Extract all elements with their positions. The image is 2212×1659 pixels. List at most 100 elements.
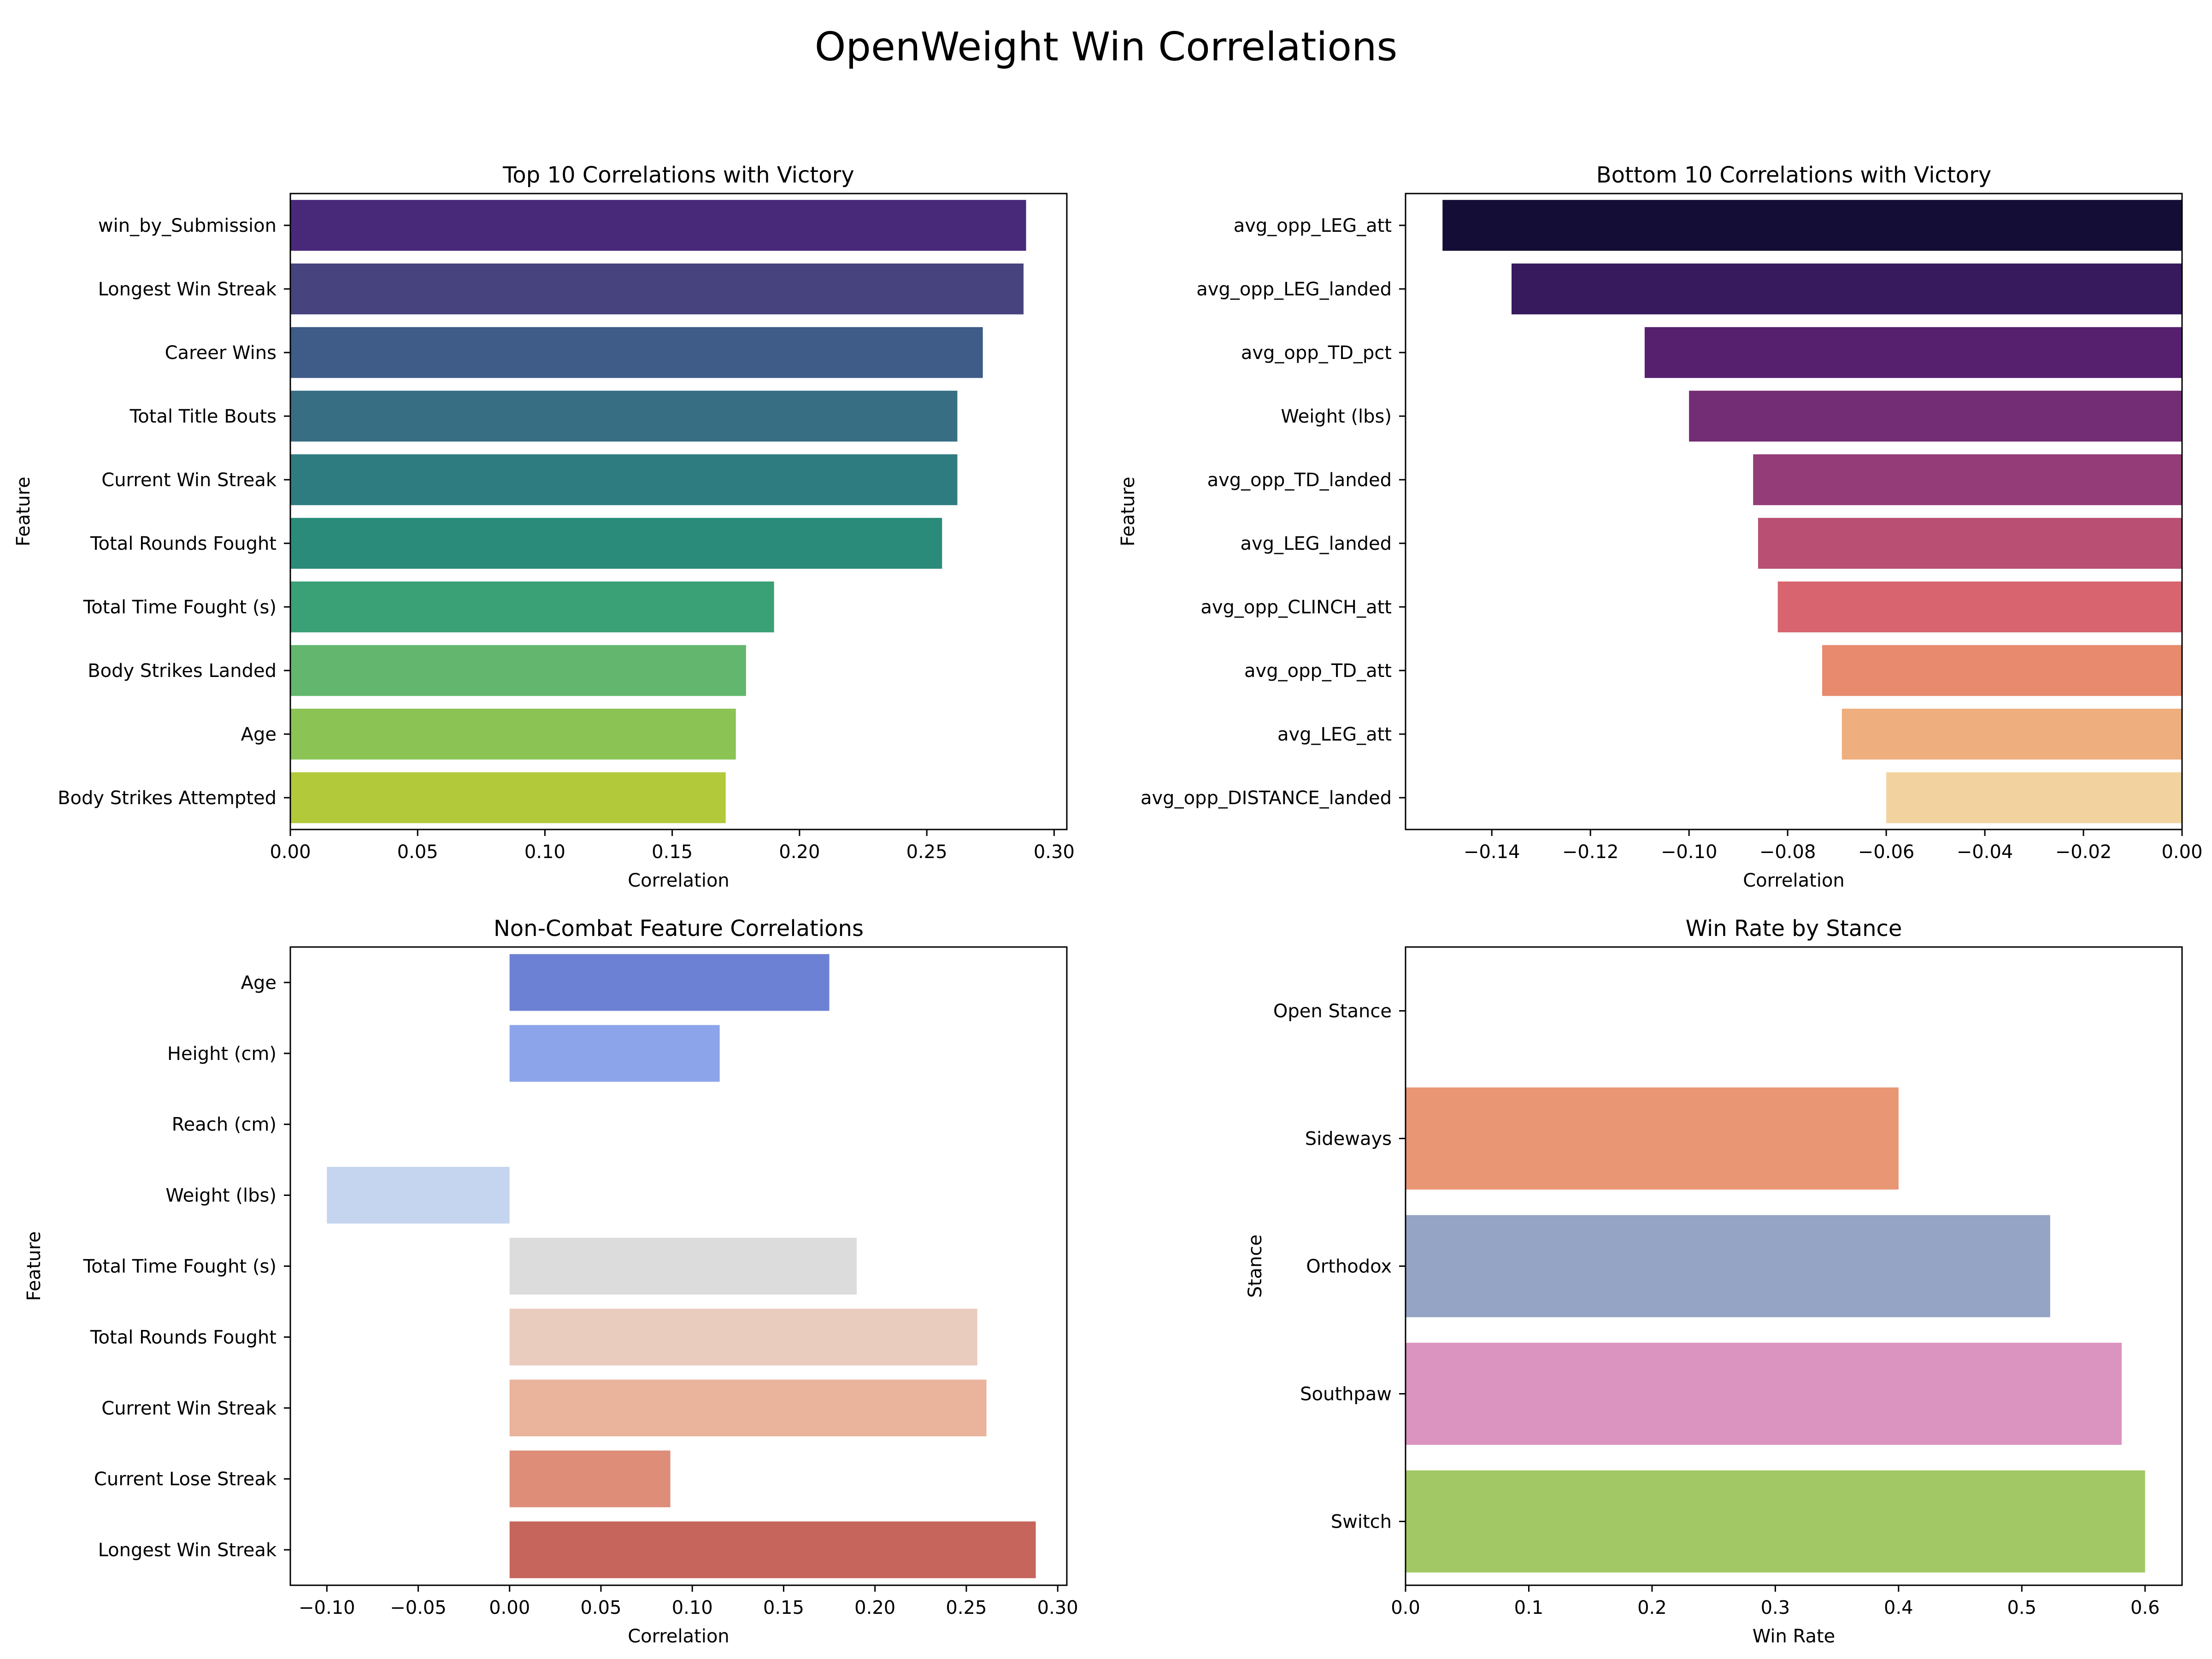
y-axis-label: Stance (1245, 1235, 1266, 1298)
bar-total-time-fought-s (509, 1237, 857, 1295)
non-combat-correlations-panel: Age Height (cm) Reach (cm) Weight (lbs) Tota… (24, 916, 1078, 1647)
y-tick-label: Current Lose Streak (94, 1469, 277, 1490)
bar-age (509, 954, 830, 1011)
y-tick-label: Weight (lbs) (165, 1185, 276, 1206)
bar-current-lose-streak (509, 1450, 671, 1507)
bar-avg-leg-landed (1758, 518, 2182, 569)
subplot-title: Top 10 Correlations with Victory (502, 162, 854, 188)
x-tick-label: 0.00 (270, 841, 311, 863)
y-tick-label: avg_opp_CLINCH_att (1200, 597, 1392, 618)
x-tick-label: 0.1 (1514, 1597, 1544, 1618)
y-tick-label: Orthodox (1306, 1256, 1392, 1277)
y-tick-label: Total Rounds Fought (90, 533, 276, 554)
x-tick-label: 0.30 (1037, 1597, 1078, 1618)
x-tick-label: 0.25 (906, 841, 947, 863)
y-tick-label: Age (241, 724, 276, 745)
y-tick-label: win_by_Submission (98, 215, 276, 236)
y-tick-label: Total Time Fought (s) (83, 1256, 276, 1277)
x-tick-label: −0.02 (2055, 841, 2112, 863)
y-tick-label: avg_opp_LEG_landed (1196, 279, 1392, 300)
bar-body-strikes-attempted (290, 772, 726, 824)
bar-total-rounds-fought (290, 518, 942, 569)
x-tick-label: 0.5 (2007, 1597, 2036, 1618)
bar-switch (1406, 1470, 2145, 1573)
x-tick-label: −0.06 (1858, 841, 1915, 863)
y-tick-label: Body Strikes Landed (88, 660, 276, 682)
subplot-title: Bottom 10 Correlations with Victory (1596, 162, 1992, 188)
y-tick-label: avg_opp_LEG_att (1234, 215, 1392, 236)
y-tick-label: Total Time Fought (s) (83, 597, 276, 618)
bar-total-rounds-fought (509, 1308, 977, 1365)
y-tick-label: Total Rounds Fought (90, 1327, 276, 1348)
y-tick-label: avg_opp_DISTANCE_landed (1141, 788, 1392, 809)
x-tick-label: 0.4 (1884, 1597, 1913, 1618)
bar-win-by-submission (290, 200, 1026, 251)
bar-avg-leg-att (1841, 708, 2182, 760)
y-tick-label: Open Stance (1273, 1001, 1392, 1022)
win-rate-by-stance-panel: Open Stance Sideways Orthodox Southpaw Switc… (1245, 916, 2183, 1647)
bar-current-win-streak (509, 1379, 987, 1436)
bar-body-strikes-landed (290, 645, 746, 696)
bar-avg-opp-clinch-att (1777, 581, 2182, 633)
x-axis-label: Correlation (1743, 870, 1845, 891)
top-correlations-panel: win_by_Submission Longest Win Streak Caree… (13, 162, 1075, 891)
y-tick-label: Body Strikes Attempted (58, 788, 276, 809)
y-tick-label: Total Title Bouts (129, 406, 276, 427)
y-tick-label: avg_LEG_landed (1241, 533, 1392, 554)
bar-age (290, 708, 736, 760)
bar-sideways (1406, 1087, 1899, 1190)
y-tick-label: Longest Win Streak (98, 279, 277, 300)
y-tick-label: Height (cm) (167, 1043, 276, 1065)
axes-frame (289, 193, 1068, 830)
x-tick-label: −0.05 (390, 1597, 447, 1618)
y-tick-label: Longest Win Streak (98, 1540, 277, 1561)
bar-avg-opp-leg-landed (1512, 263, 2182, 315)
bar-avg-opp-leg-att (1442, 200, 2182, 251)
bar-orthodox (1406, 1215, 2050, 1318)
x-tick-label: 0.10 (672, 1597, 713, 1618)
bar-longest-win-streak (509, 1521, 1036, 1578)
x-tick-label: 0.3 (1761, 1597, 1790, 1618)
bar-weight-lbs (327, 1167, 510, 1224)
x-tick-label: 0.10 (524, 841, 565, 863)
y-axis-label: Feature (1118, 477, 1139, 546)
x-tick-label: −0.10 (1661, 841, 1718, 863)
axes-frame (289, 946, 1068, 1586)
x-axis-label: Correlation (628, 1626, 729, 1647)
y-tick-label: avg_opp_TD_att (1244, 660, 1392, 682)
y-tick-label: Southpaw (1300, 1384, 1392, 1405)
bar-avg-opp-td-pct (1644, 327, 2182, 378)
x-tick-label: 0.15 (763, 1597, 804, 1618)
x-tick-label: −0.08 (1759, 841, 1816, 863)
x-tick-label: −0.14 (1464, 841, 1520, 863)
subplot-title: Win Rate by Stance (1686, 916, 1902, 941)
y-tick-label: Career Wins (165, 342, 276, 364)
x-tick-label: −0.04 (1957, 841, 2013, 863)
bar-total-time-fought-s (290, 581, 774, 633)
y-tick-label: Sideways (1305, 1129, 1392, 1150)
bar-current-win-streak (290, 454, 958, 506)
axes-frame (1405, 946, 2183, 1586)
y-tick-label: avg_opp_TD_pct (1241, 342, 1392, 364)
y-tick-label: Age (241, 972, 276, 994)
bar-height-cm (509, 1025, 720, 1082)
y-tick-label: Reach (cm) (172, 1114, 276, 1135)
bar-weight-lbs (1689, 390, 2182, 442)
x-tick-label: 0.6 (2130, 1597, 2160, 1618)
x-tick-label: 0.25 (946, 1597, 987, 1618)
x-tick-label: 0.05 (580, 1597, 621, 1618)
bar-avg-opp-td-landed (1753, 454, 2182, 506)
bar-southpaw (1406, 1342, 2122, 1445)
y-tick-label: avg_LEG_att (1277, 724, 1392, 745)
figure-title: OpenWeight Win Correlations (814, 24, 1398, 70)
y-axis-label: Feature (24, 1231, 45, 1301)
y-tick-label: Weight (lbs) (1281, 406, 1392, 427)
bottom-correlations-panel: avg_opp_LEG_att avg_opp_LEG_landed avg_opp… (1118, 162, 2203, 891)
x-tick-label: 0.2 (1637, 1597, 1667, 1618)
bar-avg-opp-distance-landed (1886, 772, 2182, 824)
subplot-title: Non-Combat Feature Correlations (494, 916, 864, 941)
x-axis-label: Correlation (628, 870, 729, 891)
y-tick-label: Switch (1331, 1512, 1392, 1533)
x-tick-label: 0.30 (1034, 841, 1075, 863)
x-tick-label: 0.00 (489, 1597, 530, 1618)
